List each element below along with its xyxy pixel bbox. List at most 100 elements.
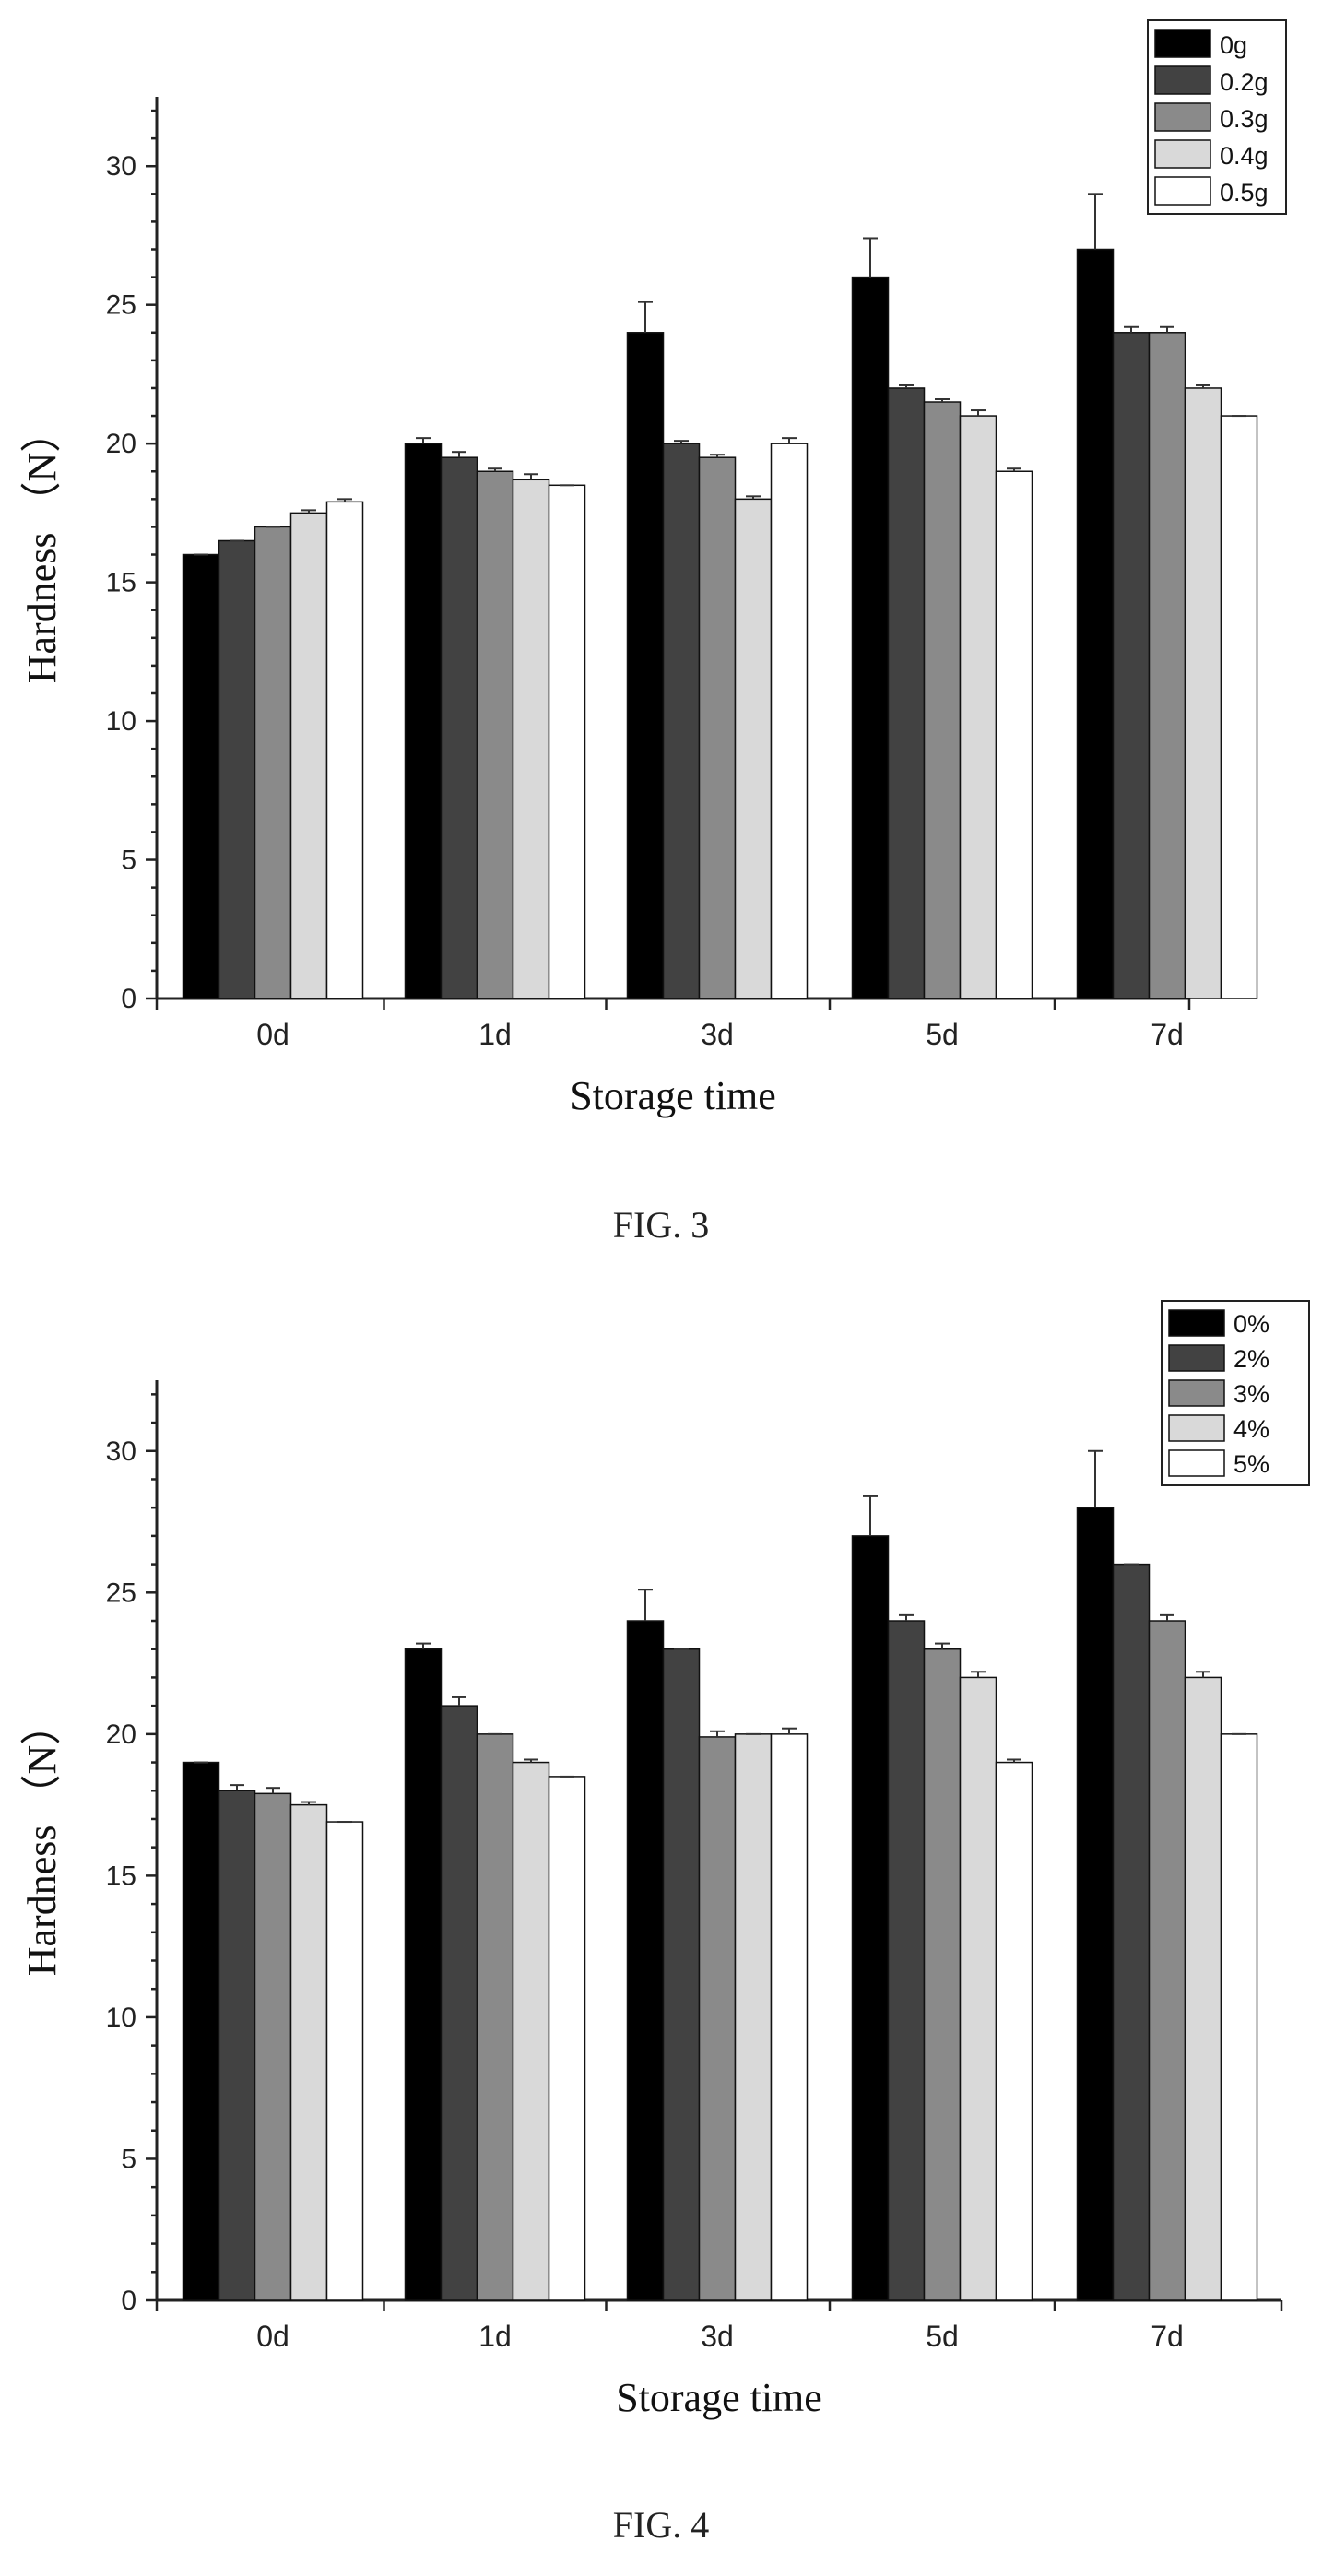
bar	[325, 1821, 364, 2301]
bar	[182, 553, 220, 999]
legend-label: 0.2g	[1220, 68, 1269, 96]
bar	[440, 456, 478, 999]
bar	[476, 1733, 514, 2301]
bar	[887, 387, 926, 999]
bar	[959, 1676, 997, 2301]
bar	[851, 1535, 890, 2301]
x-tick-label: 0d	[256, 1018, 289, 1051]
legend-swatch	[1154, 176, 1211, 206]
bar	[289, 512, 328, 999]
y-tick-label: 20	[106, 429, 136, 459]
legend-swatch	[1154, 102, 1211, 132]
bar	[1148, 332, 1186, 999]
bar	[218, 539, 256, 999]
bar	[1184, 1676, 1222, 2301]
figure-4: 0 5 10 15 20 25 30 0d 1d 3d 5d 7d Hardness （N） Storag…	[0, 1288, 1322, 2576]
bar	[662, 443, 701, 999]
bar	[626, 1620, 665, 2301]
y-tick-label: 10	[106, 2003, 136, 2033]
bar	[548, 484, 586, 999]
x-tick-label: 7d	[1151, 2320, 1184, 2353]
x-tick-label: 3d	[701, 1018, 734, 1051]
bar	[698, 1736, 737, 2301]
bar	[1148, 1620, 1186, 2301]
figure-caption-fig4: FIG. 4	[612, 2504, 710, 2546]
bar	[887, 1620, 926, 2301]
x-tick-label: 1d	[478, 2320, 512, 2353]
bar	[512, 479, 550, 999]
legend-swatch	[1168, 1414, 1225, 1442]
y-tick-label: 25	[106, 1578, 136, 1608]
bar	[923, 401, 962, 999]
legend-swatch	[1154, 29, 1211, 58]
legend-label: 0.4g	[1220, 142, 1269, 170]
legend-label: 0.5g	[1220, 179, 1269, 207]
bar	[923, 1648, 962, 2301]
y-tick-label: 15	[106, 568, 136, 598]
bar	[512, 1761, 550, 2301]
y-tick-label: 15	[106, 1861, 136, 1891]
y-tick-label: 0	[121, 2286, 136, 2316]
legend-label: 3%	[1233, 1380, 1269, 1408]
y-tick-label: 10	[106, 706, 136, 737]
bar	[734, 1733, 773, 2301]
y-tick-label: 5	[121, 2144, 136, 2174]
bar	[1076, 1507, 1115, 2301]
bar	[995, 470, 1033, 999]
bar	[851, 276, 890, 999]
bar	[662, 1648, 701, 2301]
x-tick-label: 1d	[478, 1018, 512, 1051]
x-tick-label: 5d	[926, 1018, 959, 1051]
legend-label: 2%	[1233, 1345, 1269, 1373]
bar	[1112, 1563, 1151, 2301]
legend-swatch	[1168, 1379, 1225, 1407]
bar	[1220, 415, 1258, 999]
bar	[1220, 1733, 1258, 2301]
bar	[1184, 387, 1222, 999]
legend-swatch	[1168, 1309, 1225, 1337]
x-axis-title: Storage time	[570, 1073, 776, 1118]
y-tick-label: 30	[106, 151, 136, 182]
bar	[995, 1761, 1033, 2301]
x-tick-label: 5d	[926, 2320, 959, 2353]
x-tick-label: 7d	[1151, 1018, 1184, 1051]
legend-label: 0%	[1233, 1310, 1269, 1338]
bar	[626, 332, 665, 999]
bar	[218, 1790, 256, 2301]
legend-label: 0.3g	[1220, 105, 1269, 133]
y-axis-title: Hardness （N）	[19, 412, 65, 684]
y-tick-label: 5	[121, 845, 136, 876]
y-tick-label: 30	[106, 1436, 136, 1467]
bar	[698, 456, 737, 999]
bar	[404, 1648, 443, 2301]
x-tick-label: 3d	[701, 2320, 734, 2353]
figure-3: 0 5 10 15 20 25 30 0d 1d 3d 5d 7d Hardness （N） Storag…	[19, 19, 1287, 1246]
legend-label: 0g	[1220, 31, 1247, 59]
bar	[1076, 248, 1115, 999]
bar	[404, 443, 443, 999]
bar	[289, 1803, 328, 2301]
y-tick-label: 0	[121, 984, 136, 1014]
bar	[959, 415, 997, 999]
x-tick-label: 0d	[256, 2320, 289, 2353]
legend-swatch	[1154, 65, 1211, 95]
legend-label: 4%	[1233, 1415, 1269, 1443]
bar	[440, 1705, 478, 2301]
bar	[182, 1761, 220, 2301]
bar	[734, 498, 773, 999]
legend-label: 5%	[1233, 1450, 1269, 1478]
bar	[548, 1776, 586, 2301]
bar	[770, 443, 809, 999]
bar	[325, 501, 364, 999]
figure-caption-fig3: FIG. 3	[612, 1204, 710, 1246]
hardness-chart-fig3: 0 5 10 15 20 25 30 0d 1d 3d 5d 7d Hardness （N） Storag…	[19, 19, 1287, 1118]
bar	[476, 470, 514, 999]
hardness-chart-fig4: 0 5 10 15 20 25 30 0d 1d 3d 5d 7d Hardness （N） Storag…	[19, 1300, 1310, 2420]
bar	[770, 1733, 809, 2301]
y-tick-label: 20	[106, 1719, 136, 1750]
bar	[254, 526, 292, 999]
y-tick-label: 25	[106, 290, 136, 321]
legend-swatch	[1154, 139, 1211, 169]
bar	[1112, 332, 1151, 999]
